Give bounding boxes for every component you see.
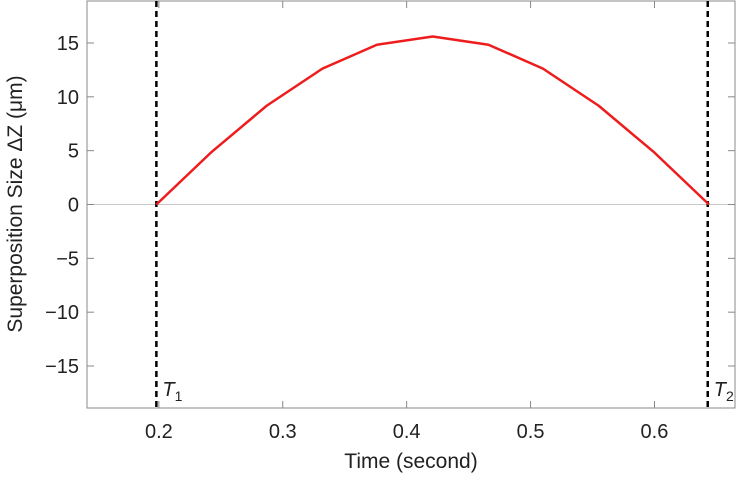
x-tick-label: 0.2: [145, 421, 173, 443]
x-tick-label: 0.4: [393, 421, 421, 443]
y-axis-label: Superposition Size ΔZ (μm): [4, 75, 27, 332]
marker-label-sub: 1: [175, 388, 183, 404]
y-tick-label: 10: [57, 87, 79, 109]
data-line: [155, 35, 710, 206]
y-tick-label: 15: [57, 33, 79, 55]
y-tick-label: 5: [68, 141, 79, 163]
x-tick-label: 0.6: [641, 421, 669, 443]
x-tick-label: 0.5: [517, 421, 545, 443]
marker-label: T2: [714, 379, 734, 404]
y-tick-label: 0: [68, 195, 79, 217]
marker-label-main: T: [162, 379, 176, 401]
y-tick-label: −15: [45, 356, 79, 378]
y-tick-label: −10: [45, 302, 79, 324]
y-tick-label: −5: [56, 248, 79, 270]
x-axis-label: Time (second): [344, 450, 477, 473]
x-tick-label: 0.3: [269, 421, 297, 443]
marker-label: T1: [162, 379, 182, 404]
marker-label-main: T: [714, 379, 728, 401]
marker-label-sub: 2: [726, 388, 734, 404]
